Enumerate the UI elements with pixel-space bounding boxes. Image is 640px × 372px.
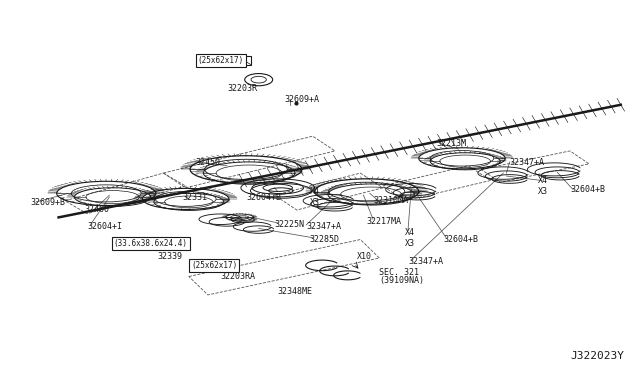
Text: 32285D: 32285D: [310, 235, 339, 244]
Bar: [209, 263, 223, 271]
Bar: [222, 57, 251, 64]
Text: 32203R: 32203R: [227, 84, 257, 93]
Text: (25x62x17): (25x62x17): [191, 261, 237, 270]
Text: X3: X3: [310, 198, 319, 207]
Text: 32347+A: 32347+A: [509, 157, 545, 167]
Bar: [143, 241, 156, 249]
Text: 32347+A: 32347+A: [307, 222, 341, 231]
Text: 32213M: 32213M: [436, 139, 467, 148]
Bar: [143, 241, 172, 249]
Text: X4: X4: [405, 228, 415, 237]
Ellipse shape: [244, 74, 273, 86]
Text: (39109NA): (39109NA): [380, 276, 424, 285]
Text: X10: X10: [357, 251, 372, 261]
Text: J322023Y: J322023Y: [570, 351, 624, 361]
Text: 32609+A: 32609+A: [284, 95, 319, 104]
Text: 32604+B: 32604+B: [570, 185, 605, 194]
Text: (25x62x17): (25x62x17): [198, 56, 244, 65]
Text: 32347+A: 32347+A: [408, 257, 443, 266]
Text: 32339: 32339: [157, 251, 182, 261]
Text: X3: X3: [405, 239, 415, 248]
Text: X4: X4: [310, 187, 319, 196]
Text: 32460: 32460: [84, 205, 109, 215]
Text: 32348ME: 32348ME: [278, 287, 313, 296]
Text: 32217MA: 32217MA: [367, 217, 402, 225]
Text: 32225N: 32225N: [275, 220, 305, 229]
Text: X4: X4: [538, 176, 548, 185]
Ellipse shape: [251, 76, 266, 83]
Text: 32604+B: 32604+B: [443, 235, 478, 244]
Text: 32203RA: 32203RA: [221, 272, 255, 281]
Text: (33.6x38.6x24.4): (33.6x38.6x24.4): [114, 239, 188, 248]
Text: SEC. 321: SEC. 321: [380, 268, 419, 277]
Text: 32450: 32450: [195, 157, 220, 167]
Bar: [209, 263, 238, 271]
Text: 32604+I: 32604+I: [87, 222, 122, 231]
Text: X3: X3: [538, 187, 548, 196]
Text: 32331: 32331: [182, 193, 207, 202]
Text: 32609+B: 32609+B: [30, 198, 65, 207]
Text: 32310MA: 32310MA: [373, 196, 408, 205]
Text: 32604+B: 32604+B: [246, 193, 281, 202]
Bar: [222, 57, 236, 64]
